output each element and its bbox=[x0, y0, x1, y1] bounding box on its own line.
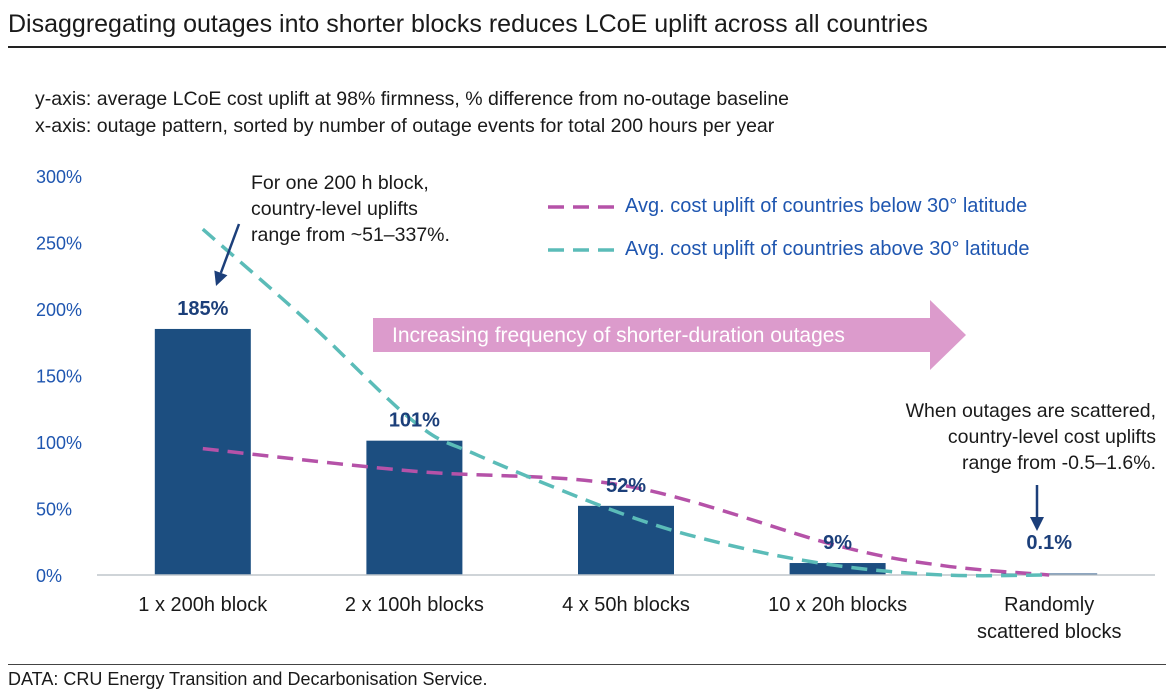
bar bbox=[578, 505, 674, 575]
value-label: 52% bbox=[606, 475, 646, 497]
y-tick-label: 50% bbox=[36, 500, 72, 520]
annotation-arrow-scattered bbox=[1030, 485, 1044, 531]
frequency-arrow-label: Increasing frequency of shorter-duration… bbox=[392, 324, 845, 347]
y-tick-label: 250% bbox=[36, 234, 82, 254]
footer-divider bbox=[8, 664, 1166, 665]
value-label: 185% bbox=[177, 298, 228, 320]
bar bbox=[789, 563, 886, 575]
chart-title: Disaggregating outages into shorter bloc… bbox=[8, 10, 928, 38]
source-note: DATA: CRU Energy Transition and Decarbon… bbox=[8, 669, 488, 689]
annotation-scattered: When outages are scattered, country-leve… bbox=[905, 400, 1156, 474]
y-tick-label: 0% bbox=[36, 566, 62, 586]
frequency-arrow-band bbox=[373, 300, 966, 370]
x-tick-label: 2 x 100h blocks bbox=[345, 594, 484, 616]
x-axis-description: x-axis: outage pattern, sorted by number… bbox=[35, 115, 775, 137]
y-tick-label: 300% bbox=[36, 167, 82, 187]
x-tick-label: Randomly bbox=[1004, 594, 1094, 616]
bar bbox=[366, 440, 463, 575]
y-tick-label: 200% bbox=[36, 300, 82, 320]
title-divider bbox=[8, 46, 1166, 48]
legend-label-above-30: Avg. cost uplift of countries above 30° … bbox=[625, 238, 1030, 260]
annotation-arrow-single-block bbox=[214, 223, 241, 286]
value-label: 0.1% bbox=[1026, 532, 1072, 554]
x-tick-label: 4 x 50h blocks bbox=[562, 594, 690, 616]
y-axis-description: y-axis: average LCoE cost uplift at 98% … bbox=[35, 88, 790, 110]
y-tick-label: 100% bbox=[36, 433, 82, 453]
value-label: 9% bbox=[823, 532, 852, 554]
x-tick-label: scattered blocks bbox=[977, 621, 1122, 643]
annotation-single-block: For one 200 h block, country-level uplif… bbox=[251, 172, 450, 246]
x-tick-label: 10 x 20h blocks bbox=[768, 594, 907, 616]
x-tick-label: 1 x 200h block bbox=[138, 594, 268, 616]
value-label: 101% bbox=[389, 410, 440, 432]
legend-label-below-30: Avg. cost uplift of countries below 30° … bbox=[625, 195, 1028, 217]
series-line-above-30 bbox=[201, 227, 1050, 578]
series-line-below-30 bbox=[202, 446, 1050, 577]
y-tick-label: 150% bbox=[36, 367, 82, 387]
